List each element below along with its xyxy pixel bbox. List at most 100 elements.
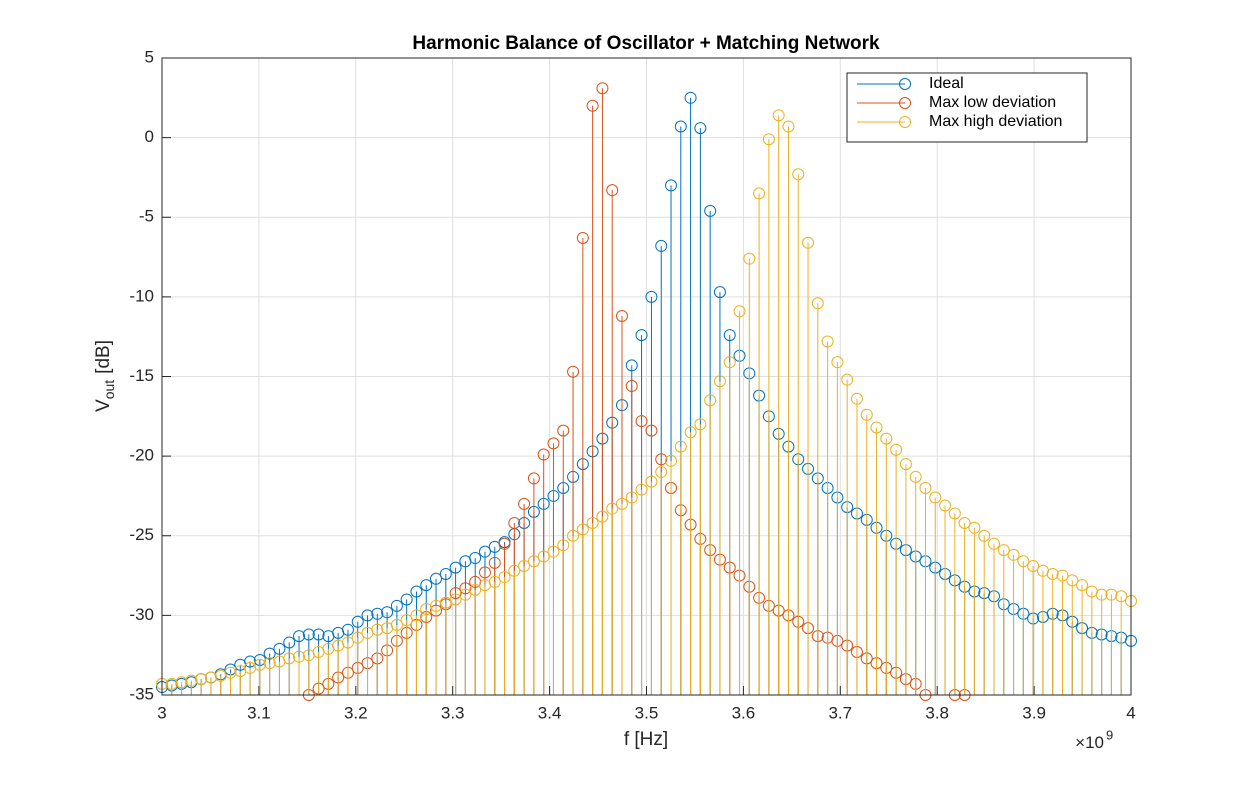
stem-marker [195, 673, 208, 686]
x-tick-label: 3 [157, 703, 166, 722]
stem-marker [596, 82, 609, 95]
stem-marker [674, 440, 687, 453]
stem-marker [625, 380, 638, 393]
x-multiplier: ×10 [1075, 733, 1104, 752]
x-multiplier-exponent: 9 [1106, 727, 1113, 742]
legend: Ideal Max low deviation Max high deviation [846, 72, 1088, 143]
stem-marker [293, 630, 306, 643]
stem-marker [488, 556, 501, 569]
stem-marker [175, 676, 188, 689]
stem-marker [704, 204, 717, 217]
stem-marker [645, 475, 658, 488]
stem-marker [420, 579, 433, 592]
stem-marker [655, 466, 668, 479]
stem-marker [371, 607, 384, 620]
stem-marker [665, 179, 678, 192]
stem-marker [557, 539, 570, 552]
y-label-subscript: out [101, 380, 117, 400]
stem-marker [606, 184, 619, 197]
stem-marker [684, 426, 697, 439]
stem-marker [1115, 590, 1128, 603]
stem-marker [713, 375, 726, 388]
y-label-main: V [93, 399, 114, 412]
stem-marker [615, 497, 628, 510]
stem-marker [919, 481, 932, 494]
stem-marker [1007, 548, 1020, 561]
stem-marker [390, 618, 403, 631]
y-tick-label: 5 [145, 47, 154, 66]
stem-marker [410, 609, 423, 622]
y-tick-label: -15 [129, 366, 154, 385]
stem-marker [753, 187, 766, 200]
stem-marker [576, 523, 589, 536]
x-tick-label: 3.6 [732, 703, 756, 722]
stem-marker [811, 297, 824, 310]
stem-marker [997, 544, 1010, 557]
stem-marker [351, 615, 364, 628]
stem-marker [635, 329, 648, 342]
y-axis-label: Vout [dB] [93, 340, 117, 412]
stem-marker [880, 432, 893, 445]
stem-marker [430, 572, 443, 585]
stem-marker [302, 628, 315, 641]
x-tick-label: 3.9 [1022, 703, 1046, 722]
stem-marker [713, 286, 726, 299]
stem-marker [518, 497, 531, 510]
stem-marker [1046, 567, 1059, 580]
stem-marker [841, 373, 854, 386]
x-tick-label: 3.8 [925, 703, 949, 722]
stem-marker [948, 507, 961, 520]
stem-marker [782, 120, 795, 133]
legend-marker [899, 78, 911, 90]
stem-marker [723, 356, 736, 369]
stem-marker [909, 470, 922, 483]
stem-marker [1076, 579, 1089, 592]
stem-marker [665, 454, 678, 467]
x-tick-label: 3.4 [538, 703, 562, 722]
stem-marker [381, 606, 394, 619]
y-tick-label: 0 [145, 127, 154, 146]
stem-marker [390, 599, 403, 612]
stem-marker [439, 567, 452, 580]
y-tick-label: -20 [129, 446, 154, 465]
stem-marker [293, 650, 306, 663]
stem-marker [567, 529, 580, 542]
stem-marker [645, 424, 658, 437]
stem-marker [185, 674, 198, 687]
chart-title: Harmonic Balance of Oscillator + Matchin… [412, 33, 880, 54]
stem-marker [567, 365, 580, 378]
stem-marker [674, 120, 687, 133]
x-tick-label: 3.2 [344, 703, 368, 722]
stem-marker [449, 587, 462, 600]
stem-marker [596, 510, 609, 523]
stem-marker [625, 359, 638, 372]
stem-marker [527, 555, 540, 568]
stem-marker [312, 628, 325, 641]
stem-marker [615, 309, 628, 322]
stem-marker [743, 252, 756, 265]
x-tick-label: 3.7 [828, 703, 852, 722]
stem-marker [165, 677, 178, 690]
stem-marker [772, 109, 785, 122]
stem-marker [655, 453, 668, 466]
stem-marker [371, 623, 384, 636]
stem-marker [449, 593, 462, 606]
stem-marker [518, 560, 531, 573]
legend-marker [899, 97, 911, 109]
stem-marker [645, 290, 658, 303]
stem-marker [987, 537, 1000, 550]
stem-marker [508, 517, 521, 530]
x-tick-label: 3.3 [441, 703, 465, 722]
stem-marker [527, 472, 540, 485]
stem-marker [1027, 560, 1040, 573]
stem-marker [762, 133, 775, 146]
stem-marker [361, 609, 374, 622]
stem-marker [253, 658, 266, 671]
stem-marker [478, 566, 491, 579]
stem-marker [263, 647, 276, 660]
stem-marker [1095, 588, 1108, 601]
stem-marker [478, 545, 491, 558]
x-tick-label: 3.5 [635, 703, 659, 722]
stem-marker [635, 415, 648, 428]
stem-marker [488, 575, 501, 588]
